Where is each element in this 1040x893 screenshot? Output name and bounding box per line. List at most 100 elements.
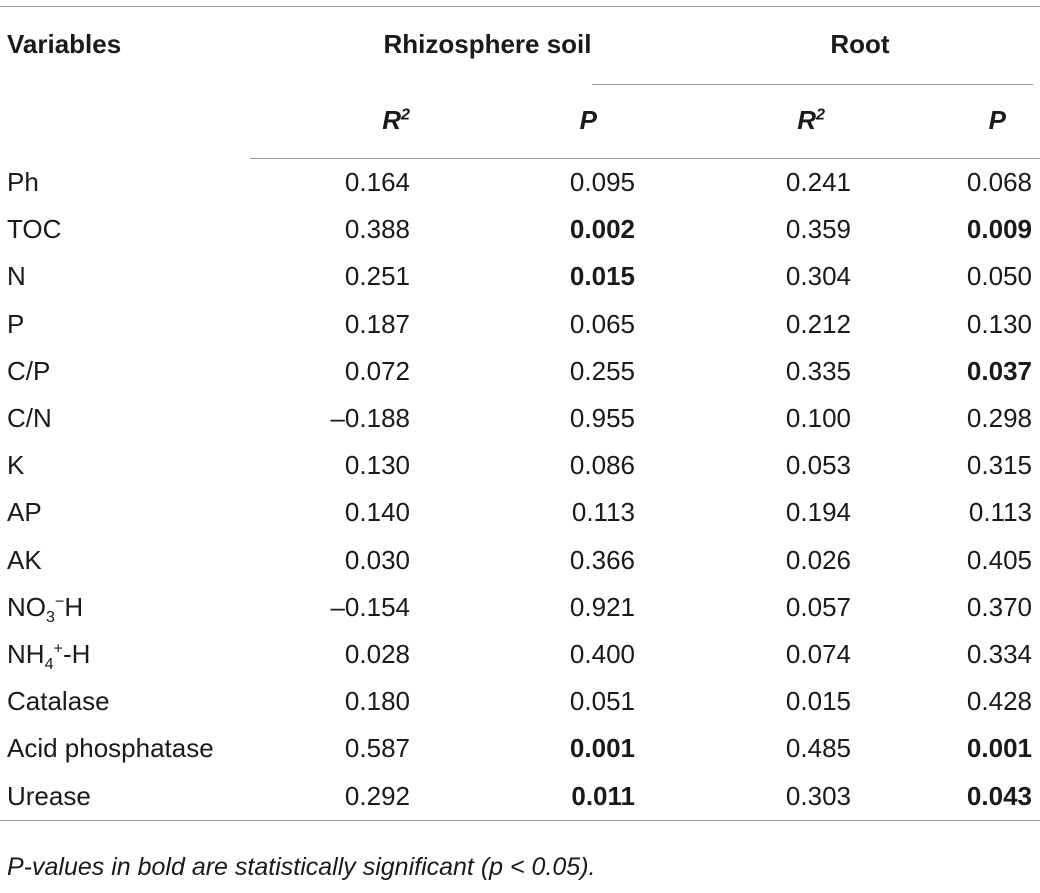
header-group-root: Root — [635, 7, 1040, 85]
cell-soil-p: 0.065 — [569, 308, 635, 339]
row-label: NO3−H — [7, 591, 84, 626]
cell-root-p: 0.315 — [966, 450, 1032, 481]
table-row: NH4+-H 0.028 0.400 0.074 0.334 — [0, 631, 1040, 678]
header-group-root-label: Root — [830, 29, 890, 59]
cell-root-r2: 0.074 — [785, 638, 851, 669]
cell-soil-p: 0.086 — [569, 450, 635, 481]
cell-root-p: 0.334 — [966, 638, 1032, 669]
table-row: Ph 0.164 0.095 0.241 0.068 — [0, 159, 1040, 207]
group-underline-root — [788, 84, 1033, 85]
cell-root-r2: 0.335 — [785, 355, 851, 386]
cell-soil-r2: 0.251 — [344, 261, 410, 292]
cell-root-r2: 0.057 — [785, 591, 851, 622]
cell-soil-p: 0.051 — [569, 686, 635, 717]
cell-root-p: 0.043 — [855, 772, 1040, 821]
data-table: Variables Rhizosphere soil Root R2 P R2 … — [0, 6, 1040, 821]
cell-root-r2: 0.100 — [785, 403, 851, 434]
row-label: P — [7, 308, 25, 339]
cell-root-r2: 0.212 — [785, 308, 851, 339]
cell-root-p: 0.130 — [966, 308, 1032, 339]
cell-soil-r2: –0.154 — [330, 591, 410, 622]
table-footnote: P-values in bold are statistically signi… — [7, 853, 596, 881]
row-label: K — [7, 450, 25, 481]
cell-soil-p: 0.113 — [571, 497, 635, 528]
table-row: Acid phosphatase 0.587 0.001 0.485 0.001 — [0, 725, 1040, 772]
cell-soil-p: 0.255 — [569, 355, 635, 386]
cell-root-p: 0.370 — [966, 591, 1032, 622]
cell-root-r2: 0.303 — [635, 772, 855, 821]
cell-root-p: 0.298 — [966, 403, 1032, 434]
table-row: AK 0.030 0.366 0.026 0.405 — [0, 537, 1040, 584]
cell-soil-p: 0.366 — [569, 544, 635, 575]
cell-soil-p: 0.015 — [569, 261, 635, 292]
table-row: N 0.251 0.015 0.304 0.050 — [0, 253, 1040, 300]
header-root-p: P — [855, 82, 1040, 159]
cell-root-r2: 0.015 — [785, 686, 851, 717]
cell-root-r2: 0.359 — [785, 214, 851, 245]
cell-root-r2: 0.241 — [785, 167, 851, 198]
cell-soil-p: 0.002 — [569, 214, 635, 245]
row-label: C/P — [7, 355, 51, 386]
header-row-groups: Variables Rhizosphere soil Root — [0, 7, 1040, 85]
cell-soil-r2: 0.180 — [344, 686, 410, 717]
cell-soil-r2: 0.292 — [250, 772, 410, 821]
cell-root-p: 0.405 — [966, 544, 1032, 575]
cell-soil-r2: –0.188 — [330, 403, 410, 434]
table-row: C/P 0.072 0.255 0.335 0.037 — [0, 348, 1040, 395]
cell-root-r2: 0.194 — [785, 497, 851, 528]
cell-root-p: 0.428 — [966, 686, 1032, 717]
table-row: K 0.130 0.086 0.053 0.315 — [0, 442, 1040, 489]
row-label: Urease — [0, 772, 250, 821]
header-group-rhizosphere-soil: Rhizosphere soil — [250, 7, 927, 85]
row-label: N — [7, 261, 26, 292]
header-group-rhizosphere-label: Rhizosphere soil — [383, 29, 592, 59]
table-row: NO3−H –0.154 0.921 0.057 0.370 — [0, 584, 1040, 631]
row-label: NH4+-H — [7, 638, 91, 674]
cell-soil-r2: 0.187 — [344, 308, 410, 339]
group-underline-soil — [592, 84, 927, 85]
table-body: Ph 0.164 0.095 0.241 0.068 TOC 0.388 0.002 0.359… — [0, 159, 1040, 821]
header-row-columns: R2 P R2 P — [0, 82, 1040, 159]
cell-soil-p: 0.955 — [569, 403, 635, 434]
table-row: Urease 0.292 0.011 0.303 0.043 — [0, 772, 1040, 821]
cell-root-r2: 0.485 — [785, 733, 851, 764]
header-soil-p: P — [410, 82, 635, 159]
row-label: AP — [7, 497, 42, 528]
header-soil-r2: R2 — [250, 82, 410, 159]
cell-root-r2: 0.304 — [785, 261, 851, 292]
header-variables: Variables — [7, 29, 122, 59]
cell-soil-p: 0.921 — [569, 591, 635, 622]
table-row: TOC 0.388 0.002 0.359 0.009 — [0, 206, 1040, 253]
cell-root-p: 0.037 — [966, 355, 1032, 386]
cell-soil-r2: 0.587 — [344, 733, 410, 764]
cell-root-p: 0.068 — [966, 167, 1032, 198]
cell-soil-p: 0.011 — [410, 772, 635, 821]
cell-root-p: 0.113 — [968, 497, 1032, 528]
row-label: AK — [7, 544, 42, 575]
cell-soil-r2: 0.388 — [344, 214, 410, 245]
cell-soil-r2: 0.140 — [344, 497, 410, 528]
cell-soil-r2: 0.164 — [344, 167, 410, 198]
cell-soil-r2: 0.030 — [344, 544, 410, 575]
cell-root-r2: 0.053 — [785, 450, 851, 481]
row-label: Ph — [7, 166, 39, 197]
cell-soil-p: 0.400 — [569, 638, 635, 669]
header-root-r2: R2 — [635, 82, 855, 159]
row-label: Acid phosphatase — [7, 733, 214, 764]
table-row: AP 0.140 0.113 0.194 0.113 — [0, 489, 1040, 536]
table-row: C/N –0.188 0.955 0.100 0.298 — [0, 395, 1040, 442]
row-label: TOC — [7, 214, 62, 245]
row-label: C/N — [7, 403, 52, 434]
cell-root-r2: 0.026 — [785, 544, 851, 575]
cell-soil-p: 0.095 — [569, 167, 635, 198]
cell-soil-r2: 0.028 — [344, 638, 410, 669]
cell-soil-r2: 0.072 — [344, 355, 410, 386]
cell-soil-r2: 0.130 — [344, 450, 410, 481]
cell-root-p: 0.001 — [966, 733, 1032, 764]
table-row: P 0.187 0.065 0.212 0.130 — [0, 301, 1040, 348]
cell-soil-p: 0.001 — [569, 733, 635, 764]
cell-root-p: 0.050 — [966, 261, 1032, 292]
table-row: Catalase 0.180 0.051 0.015 0.428 — [0, 678, 1040, 725]
cell-root-p: 0.009 — [966, 214, 1032, 245]
